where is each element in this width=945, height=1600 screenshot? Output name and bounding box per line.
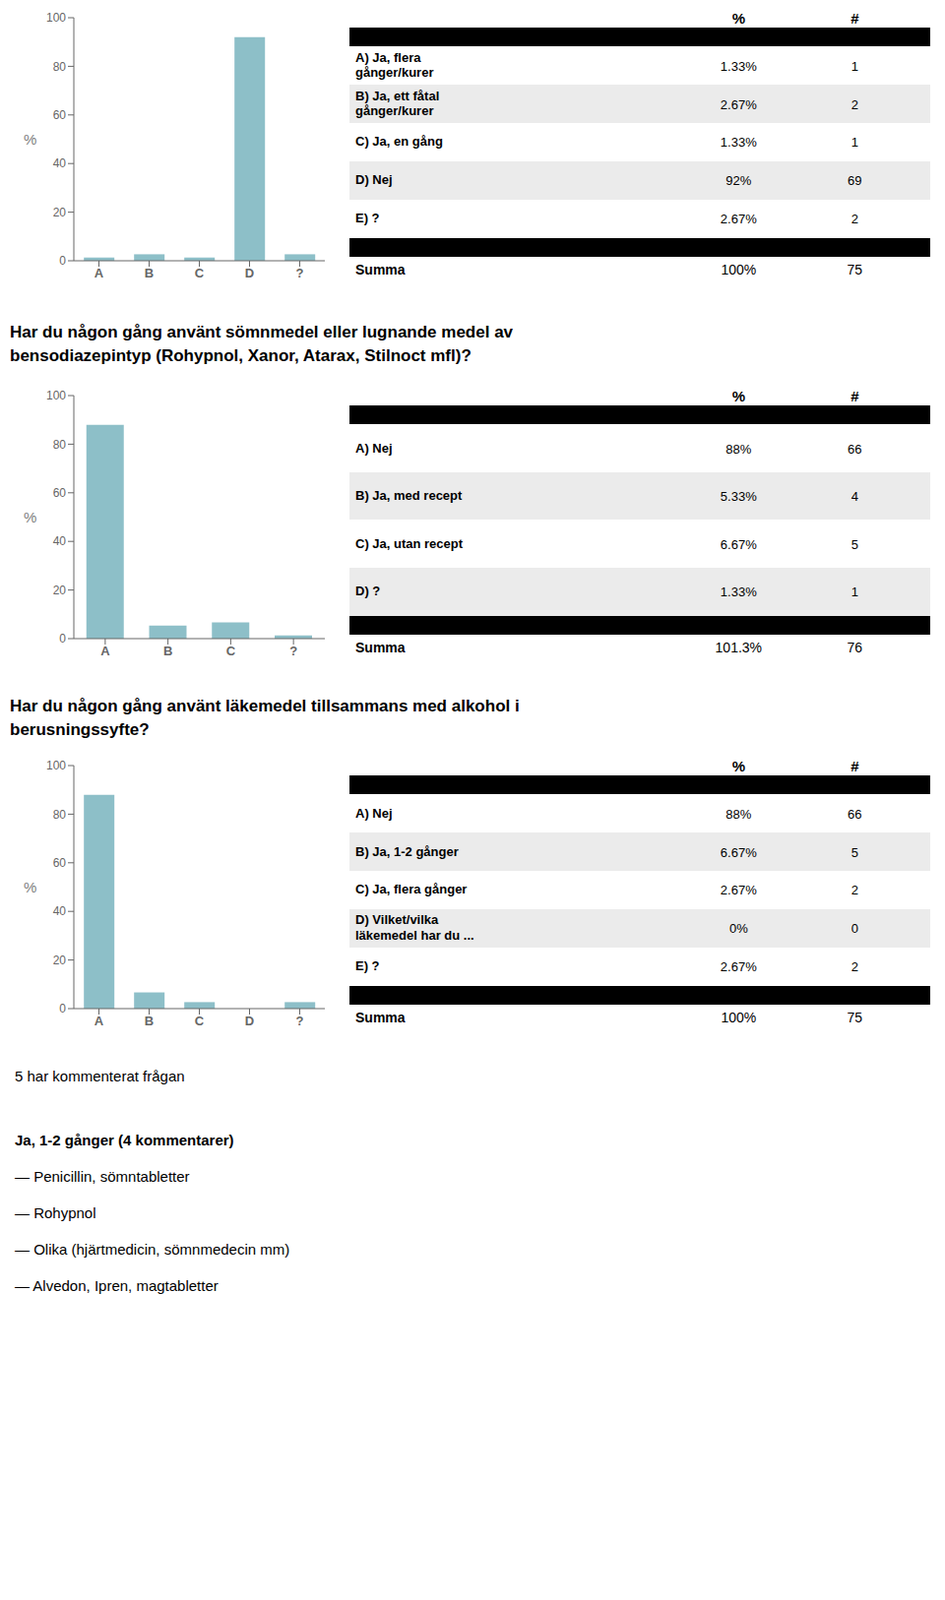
html-text:92%: 92%: [725, 173, 752, 188]
html-text:C) Ja, utan recept: C) Ja, utan recept: [355, 536, 463, 552]
html-text:B) Ja, 1-2 gånger: B) Ja, 1-2 gånger: [355, 844, 459, 860]
html-text:88%: 88%: [725, 441, 752, 456]
html-text:2.67%: 2.67%: [720, 959, 757, 975]
svg-text:40: 40: [53, 156, 67, 171]
html-text:1.33%: 1.33%: [720, 584, 757, 600]
html-text:76: 76: [847, 640, 863, 656]
svg-text:100: 100: [46, 388, 66, 403]
svg-text:20: 20: [53, 953, 67, 968]
html-text:75: 75: [847, 262, 863, 278]
html-text:66: 66: [847, 441, 862, 456]
svg-text:60: 60: [53, 108, 67, 123]
svg-text:80: 80: [53, 438, 67, 452]
svg-text:?: ?: [296, 1013, 305, 1029]
svg-text:B: B: [144, 265, 154, 281]
html-text:100%: 100%: [720, 262, 757, 278]
svg-text:40: 40: [53, 534, 67, 549]
svg-text:100: 100: [46, 10, 66, 25]
svg-text:D: D: [245, 1013, 254, 1029]
html-text:E) ?: E) ?: [355, 959, 380, 974]
svg-text:60: 60: [53, 856, 67, 871]
html-text:69: 69: [847, 173, 862, 188]
svg-text:20: 20: [53, 583, 67, 598]
svg-text:%: %: [23, 130, 37, 148]
html-text:1: 1: [851, 134, 859, 150]
html-text:5.33%: 5.33%: [720, 488, 757, 504]
html-text:D) ?: D) ?: [355, 584, 381, 599]
html-text:66: 66: [847, 806, 862, 822]
html-text:101.3%: 101.3%: [715, 640, 762, 656]
html-text:— Rohypnol: — Rohypnol: [14, 1204, 96, 1222]
html-text:6.67%: 6.67%: [720, 844, 757, 860]
html-text:5: 5: [851, 844, 859, 860]
html-text:1.33%: 1.33%: [720, 58, 757, 74]
svg-text:0: 0: [59, 631, 66, 646]
html-text:1.33%: 1.33%: [720, 134, 757, 150]
svg-text:0: 0: [59, 1002, 66, 1016]
svg-text:20: 20: [53, 205, 67, 220]
html-text:5 har kommenterat frågan: 5 har kommenterat frågan: [14, 1068, 185, 1085]
html-text:5: 5: [851, 536, 859, 552]
svg-text:C: C: [194, 1013, 205, 1029]
html-text:2.67%: 2.67%: [720, 96, 757, 112]
html-text:Har du någon gång använt sömnm: Har du någon gång använt sömnmedel eller…: [9, 323, 513, 366]
html-text:D) Vilket/vilka läkemedel har: D) Vilket/vilka läkemedel har du ...: [355, 913, 475, 944]
svg-text:80: 80: [53, 808, 67, 822]
html-text:— Penicillin, sömntabletter: — Penicillin, sömntabletter: [14, 1168, 190, 1186]
html-text:Har du någon gång använt läkem: Har du någon gång använt läkemedel tills…: [9, 697, 520, 740]
html-text:0: 0: [851, 921, 859, 936]
html-text:2.67%: 2.67%: [720, 882, 757, 898]
svg-text:%: %: [23, 879, 37, 896]
html-text:100%: 100%: [720, 1010, 757, 1027]
html-text:Ja, 1-2 gånger (4 kommentarer): Ja, 1-2 gånger (4 kommentarer): [14, 1132, 234, 1149]
html-text:— Olika (hjärtmedicin, sömnmed: — Olika (hjärtmedicin, sömnmedecin mm): [14, 1241, 290, 1259]
html-text:88%: 88%: [725, 806, 752, 822]
html-text:2: 2: [851, 211, 859, 227]
html-text:0%: 0%: [729, 921, 748, 936]
html-text:Summa: Summa: [355, 640, 406, 656]
html-text:A) Nej: A) Nej: [355, 806, 393, 821]
svg-text:%: %: [23, 508, 37, 526]
html-text:4: 4: [851, 488, 859, 504]
svg-text:?: ?: [296, 265, 305, 281]
html-text:1: 1: [851, 584, 859, 600]
svg-text:A: A: [100, 643, 111, 659]
svg-text:C: C: [226, 643, 237, 659]
html-text:2: 2: [851, 882, 859, 898]
html-text:D) Nej: D) Nej: [355, 172, 393, 188]
html-text:— Alvedon, Ipren, magtabletter: — Alvedon, Ipren, magtabletter: [14, 1277, 219, 1295]
html-text:2: 2: [851, 96, 859, 112]
html-text:C) Ja, flera gånger: C) Ja, flera gånger: [355, 882, 467, 898]
svg-text:B: B: [163, 643, 173, 659]
svg-text:A: A: [94, 1013, 105, 1029]
html-text:Summa: Summa: [355, 1010, 406, 1027]
html-text:C) Ja, en gång: C) Ja, en gång: [355, 134, 443, 150]
svg-text:60: 60: [53, 486, 67, 501]
html-text:B) Ja, ett fåtal gånger/kurer: B) Ja, ett fåtal gånger/kurer: [355, 88, 440, 119]
html-text:2: 2: [851, 959, 859, 975]
svg-text:B: B: [144, 1013, 154, 1029]
svg-text:?: ?: [289, 643, 298, 659]
svg-text:D: D: [245, 265, 254, 281]
html-text:B) Ja, med recept: B) Ja, med recept: [355, 488, 463, 504]
svg-text:0: 0: [59, 253, 66, 268]
html-text:E) ?: E) ?: [355, 210, 380, 226]
svg-text:A: A: [94, 265, 105, 281]
html-text:A) Ja, flera gånger/kurer: A) Ja, flera gånger/kurer: [355, 50, 434, 81]
html-text:A) Nej: A) Nej: [355, 440, 393, 456]
html-text:2.67%: 2.67%: [720, 211, 757, 227]
svg-text:100: 100: [46, 758, 66, 773]
html-text:6.67%: 6.67%: [720, 536, 757, 552]
html-text:75: 75: [847, 1010, 863, 1027]
svg-text:C: C: [194, 265, 205, 281]
html-text:1: 1: [851, 58, 859, 74]
svg-text:80: 80: [53, 60, 67, 74]
svg-text:40: 40: [53, 904, 67, 919]
html-text:Summa: Summa: [355, 262, 406, 278]
